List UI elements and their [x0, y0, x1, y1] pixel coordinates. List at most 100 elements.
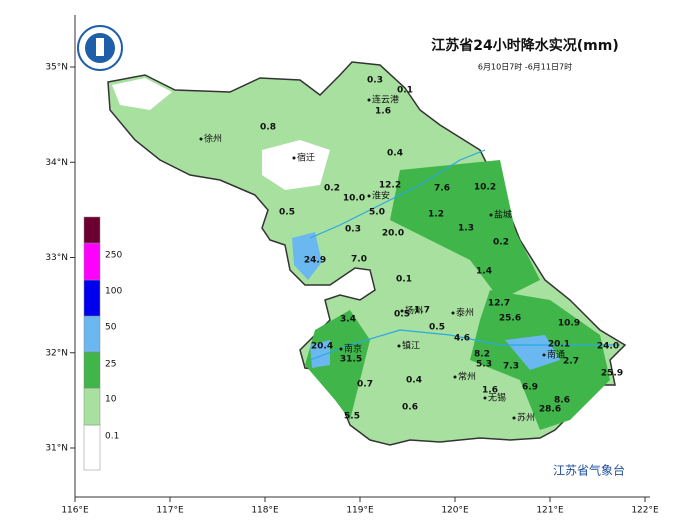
- rainfall-value: 0.7: [357, 380, 373, 390]
- city-dot: [400, 309, 404, 313]
- city-dot: [453, 375, 457, 379]
- rainfall-value: 0.5: [279, 208, 295, 218]
- x-tick-label: 116°E: [61, 506, 89, 516]
- city-dot: [489, 213, 493, 217]
- river: [309, 149, 486, 239]
- rainfall-value: 0.3: [345, 225, 361, 235]
- rainfall-value: 8.2: [474, 350, 490, 360]
- rainfall-value: 10.0: [343, 194, 365, 204]
- y-tick-label: 32°N: [45, 348, 68, 358]
- legend-label: 25: [105, 360, 116, 370]
- logo: [77, 25, 123, 71]
- rainfall-value: 3.4: [340, 315, 356, 325]
- river: [309, 329, 620, 361]
- heavy-patch: [505, 335, 560, 370]
- wet-patch: [305, 310, 370, 420]
- city-label: 无锡: [488, 393, 506, 404]
- rainfall-value: 1.6: [482, 386, 498, 396]
- rainfall-value: 12.2: [379, 181, 401, 191]
- city-dot: [367, 194, 371, 198]
- x-tick-label: 120°E: [441, 506, 469, 516]
- rainfall-value: 0.8: [260, 123, 276, 133]
- x-tick-label: 122°E: [631, 506, 659, 516]
- rainfall-value: 0.1: [396, 275, 412, 285]
- subtitle: 6月10日7时 -6月11日7时: [478, 62, 572, 72]
- rainfall-value: 1.3: [458, 224, 474, 234]
- legend-swatch: [83, 279, 101, 317]
- city-dot: [512, 416, 516, 420]
- legend-label: 0.1: [105, 432, 119, 442]
- frame: [74, 15, 650, 498]
- heavy-patch: [292, 232, 322, 280]
- city-label: 苏州: [517, 412, 535, 424]
- rainfall-value: 0.4: [406, 376, 422, 386]
- city-label: 扬州: [405, 305, 423, 317]
- rainfall-value: 1.4: [476, 267, 492, 277]
- city-dot: [292, 156, 296, 160]
- rainfall-value: 0.5: [394, 310, 410, 320]
- rainfall-value: 5.3: [476, 360, 492, 370]
- x-tick-label: 118°E: [251, 506, 279, 516]
- x-tick-label: 121°E: [536, 506, 564, 516]
- rainfall-value: 1.2: [428, 210, 444, 220]
- rainfall-value: 10.9: [558, 319, 580, 329]
- city-label: 常州: [458, 371, 476, 383]
- rainfall-value: 4.6: [454, 334, 470, 344]
- rainfall-value: 1.7: [414, 306, 430, 316]
- x-tick-label: 119°E: [346, 506, 374, 516]
- rainfall-value: 6.9: [522, 383, 538, 393]
- rainfall-value: 25.9: [601, 369, 623, 379]
- rainfall-value: 20.4: [311, 342, 333, 352]
- y-tick-label: 33°N: [45, 253, 68, 263]
- city-label: 泰州: [456, 307, 474, 319]
- rainfall-value: 7.3: [503, 362, 519, 372]
- rainfall-value: 1.6: [375, 107, 391, 117]
- city-dot: [339, 347, 343, 351]
- legend-swatch: [83, 242, 101, 281]
- legend-swatch: [83, 351, 101, 389]
- rainfall-value: 7.6: [434, 184, 450, 194]
- rainfall-value: 0.1: [397, 86, 413, 96]
- legend-label: 50: [105, 323, 117, 333]
- rainfall-value: 28.6: [539, 405, 561, 415]
- rainfall-value: 2.7: [563, 357, 579, 367]
- wet-patch: [390, 160, 540, 300]
- rainfall-value: 25.6: [499, 314, 521, 324]
- y-tick-label: 34°N: [45, 158, 68, 168]
- city-label: 宿迁: [297, 152, 315, 164]
- rainfall-value: 31.5: [340, 355, 362, 365]
- rainfall-value: 0.6: [402, 403, 418, 413]
- rainfall-value: 0.2: [324, 184, 340, 194]
- city-dot: [367, 98, 371, 102]
- city-label: 徐州: [204, 133, 222, 145]
- city-label: 南通: [547, 349, 565, 361]
- rainfall-value: 7.0: [351, 255, 367, 265]
- legend-label: 10: [105, 395, 117, 405]
- city-dot: [451, 311, 455, 315]
- rainfall-value: 8.6: [554, 396, 570, 406]
- rainfall-value: 0.2: [493, 238, 509, 248]
- rainfall-value: 5.5: [344, 412, 360, 422]
- legend-swatch: [83, 315, 101, 353]
- rainfall-value: 0.4: [387, 149, 403, 159]
- rainfall-value: 24.9: [304, 256, 326, 266]
- map-area: [107, 61, 627, 446]
- rainfall-value: 20.1: [548, 340, 570, 350]
- rainfall-value: 10.2: [474, 183, 496, 193]
- dry-patch: [262, 140, 330, 190]
- city-label: 连云港: [372, 94, 399, 106]
- city-dot: [483, 396, 487, 400]
- city-label: 南京: [344, 343, 362, 355]
- city-label: 淮安: [372, 190, 390, 202]
- city-dot: [397, 344, 401, 348]
- city-label: 镇江: [402, 340, 420, 352]
- credit: 江苏省气象台: [553, 463, 625, 478]
- heavy-patch: [310, 340, 330, 368]
- rainfall-value: 24.0: [597, 342, 619, 352]
- city-label: 盐城: [494, 209, 512, 221]
- rainfall-value: 0.3: [367, 76, 383, 86]
- rainfall-value: 0.5: [429, 323, 445, 333]
- rainfall-value: 5.0: [369, 208, 385, 218]
- legend-swatch: [83, 216, 101, 244]
